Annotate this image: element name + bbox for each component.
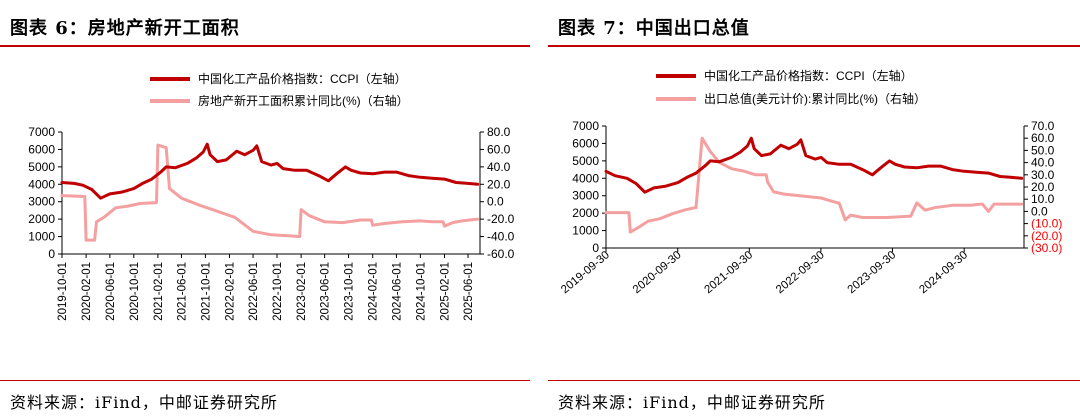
left-tick-label: 6000 <box>28 142 55 156</box>
left-tick-label: 1000 <box>572 224 599 238</box>
x-tick-label: 2024-06-01 <box>391 262 403 321</box>
right-tick-label: (10.0) <box>1031 217 1062 231</box>
right-tick-label: 40.0 <box>1031 156 1055 170</box>
bottom-rule <box>0 380 530 381</box>
left-tick-label: 0 <box>592 241 599 255</box>
legend-label: 房地产新开工面积累计同比(%)（右轴） <box>198 93 409 108</box>
figure-6-title: 图表 6：房地产新开工面积 <box>10 18 240 39</box>
x-tick-label: 2020-02-01 <box>81 262 93 321</box>
left-tick-label: 4000 <box>28 177 55 191</box>
right-tick-label: 70.0 <box>1031 119 1055 133</box>
left-tick-label: 2000 <box>572 206 599 220</box>
figure-6-panel: 图表 6：房地产新开工面积 中国化工产品价格指数：CCPI（左轴） 房地产新开工面… <box>0 18 530 412</box>
left-tick-label: 3000 <box>28 195 55 209</box>
x-tick-label: 2024-10-01 <box>415 262 427 321</box>
right-tick-label: -20.0 <box>487 212 515 226</box>
figure-7-panel: 图表 7：中国出口总值 中国化工产品价格指数：CCPI（左轴） 出口总值(美元计价… <box>548 0 1080 420</box>
x-tick-label: 2022-09-30 <box>774 249 827 296</box>
right-tick-label: 20.0 <box>1031 180 1055 194</box>
x-tick-label: 2022-06-01 <box>248 262 260 321</box>
top-rule <box>548 45 1080 47</box>
x-tick-label: 2022-02-01 <box>225 262 237 321</box>
x-tick-label: 2021-02-01 <box>153 262 165 321</box>
right-tick-label: -60.0 <box>487 247 515 261</box>
right-tick-label: 0.0 <box>1031 204 1048 218</box>
x-tick-label: 2023-09-30 <box>846 249 899 296</box>
left-tick-label: 7000 <box>28 125 55 139</box>
x-tick-label: 2024-09-30 <box>917 249 970 296</box>
x-tick-label: 2019-09-30 <box>559 249 612 296</box>
left-tick-label: 1000 <box>28 230 55 244</box>
x-tick-label: 2020-09-30 <box>631 249 684 296</box>
x-tick-label: 2025-06-01 <box>463 262 475 321</box>
right-tick-label: 80.0 <box>487 125 511 139</box>
x-tick-label: 2022-10-01 <box>272 262 284 321</box>
figure-7-title: 图表 7：中国出口总值 <box>558 18 750 39</box>
x-tick-label: 2023-06-01 <box>320 262 332 321</box>
legend-label: 中国化工产品价格指数：CCPI（左轴） <box>198 71 407 86</box>
right-tick-label: 30.0 <box>1031 168 1055 182</box>
export-value-chart: 中国化工产品价格指数：CCPI（左轴） 出口总值(美元计价):累计同比(%)（右轴… <box>559 68 1062 296</box>
right-tick-label: 60.0 <box>1031 131 1055 145</box>
left-tick-label: 2000 <box>28 212 55 226</box>
right-tick-label: 0.0 <box>487 195 504 209</box>
x-tick-label: 2024-02-01 <box>368 262 380 321</box>
top-rule <box>0 45 530 47</box>
x-tick-label: 2023-02-01 <box>296 262 308 321</box>
right-tick-label: 10.0 <box>1031 192 1055 206</box>
right-tick-label: 60.0 <box>487 142 511 156</box>
x-tick-label: 2019-10-01 <box>57 262 69 321</box>
x-tick-label: 2021-10-01 <box>200 262 212 321</box>
x-tick-label: 2021-09-30 <box>702 249 755 296</box>
x-tick-label: 2025-02-01 <box>439 262 451 321</box>
right-tick-label: 20.0 <box>487 177 511 191</box>
left-tick-label: 0 <box>48 247 55 261</box>
x-tick-label: 2020-10-01 <box>129 262 141 321</box>
right-tick-label: 40.0 <box>487 160 511 174</box>
legend-label: 中国化工产品价格指数：CCPI（左轴） <box>704 68 913 83</box>
left-tick-label: 6000 <box>572 136 599 150</box>
left-tick-label: 4000 <box>572 171 599 185</box>
bottom-rule <box>548 380 1080 381</box>
secondary-series-line <box>60 143 480 242</box>
ccpi-series-line <box>604 136 1024 194</box>
x-tick-label: 2020-06-01 <box>105 262 117 321</box>
new-construction-chart: 中国化工产品价格指数：CCPI（左轴） 房地产新开工面积累计同比(%)（右轴） 0 1… <box>28 71 515 321</box>
figure-7-source: 资料来源：iFind，中邮证券研究所 <box>558 393 826 412</box>
x-tick-label: 2023-10-01 <box>344 262 356 321</box>
left-tick-label: 3000 <box>572 189 599 203</box>
left-tick-label: 5000 <box>28 160 55 174</box>
x-tick-label: 2021-06-01 <box>176 262 188 321</box>
right-tick-label: 50.0 <box>1031 143 1055 157</box>
figure-6-source: 资料来源：iFind，中邮证券研究所 <box>10 393 278 412</box>
right-tick-label: (30.0) <box>1031 241 1062 255</box>
left-tick-label: 5000 <box>572 154 599 168</box>
left-tick-label: 7000 <box>572 119 599 133</box>
legend-label: 出口总值(美元计价):累计同比(%)（右轴） <box>704 91 926 106</box>
right-tick-label: (20.0) <box>1031 229 1062 243</box>
secondary-series-line <box>604 136 1024 234</box>
ccpi-series-line <box>60 142 480 200</box>
right-tick-label: -40.0 <box>487 230 515 244</box>
